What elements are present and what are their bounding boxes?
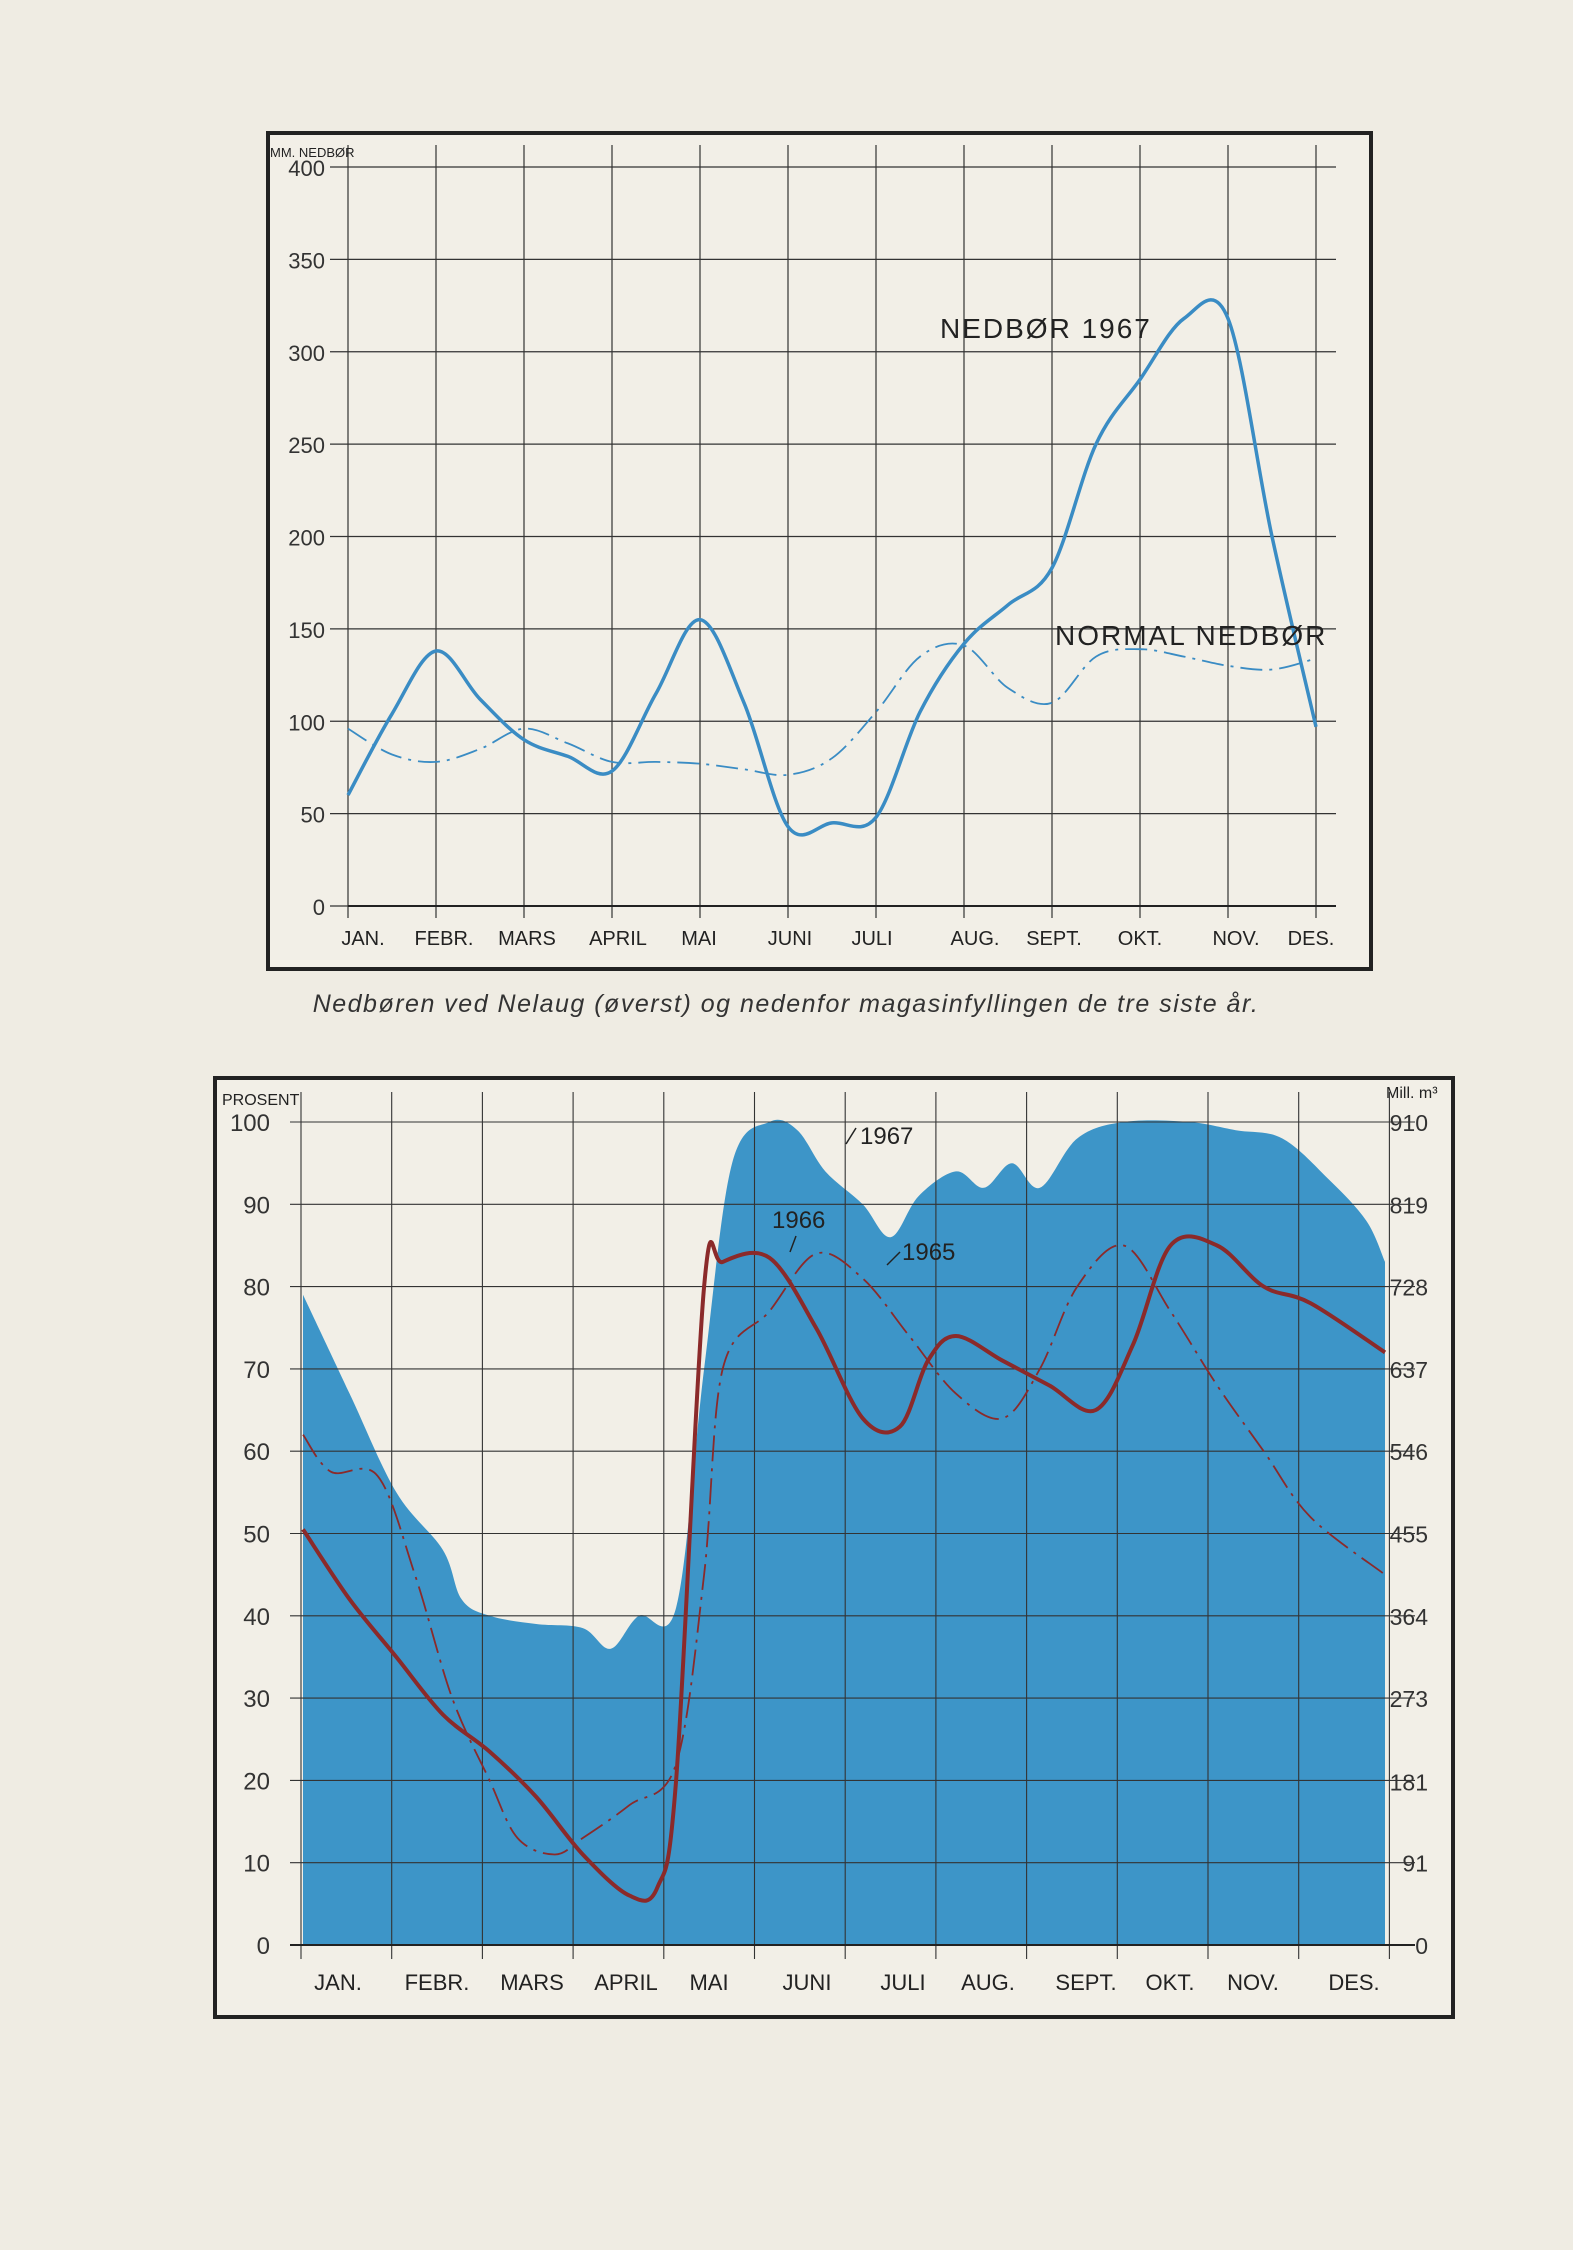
precipitation-y-tick-400: 400 <box>288 156 325 181</box>
precipitation-series-line-0 <box>346 298 1318 837</box>
precipitation-x-tick-8: SEPT. <box>1026 928 1082 950</box>
reservoir-series-line-1966 <box>301 1234 1387 1903</box>
precipitation-y-tick-150: 150 <box>288 618 325 643</box>
annotation-1966: 1966 <box>772 1207 825 1234</box>
annotation-nedbor-1967: NEDBØR 1967 <box>940 313 1152 344</box>
reservoir-y-tick-80: 80 <box>243 1275 270 1302</box>
reservoir-x-tick-11: DES. <box>1328 1970 1379 1995</box>
precipitation-x-tick-5: JUNI <box>768 928 812 950</box>
reservoir-y-tick-50: 50 <box>243 1522 270 1549</box>
reservoir-x-tick-0: JAN. <box>314 1970 362 1995</box>
reservoir-y-tick-60: 60 <box>243 1439 270 1466</box>
reservoir-series-line-1965 <box>302 1244 1386 1856</box>
precipitation-y-tick-50: 50 <box>301 803 325 828</box>
precipitation-y-tick-350: 350 <box>288 248 325 273</box>
precipitation-x-tick-11: DES. <box>1288 928 1335 950</box>
reservoir-y-axis-volume: 0 91 181 273 364 455 546 637 728 819 910 <box>1390 1110 1429 1959</box>
reservoir-y2-tick-455: 455 <box>1390 1522 1428 1548</box>
annotation-1967: 1967 <box>860 1123 913 1150</box>
reservoir-y2-tick-819: 819 <box>1390 1192 1428 1218</box>
precipitation-series <box>346 298 1318 837</box>
reservoir-x-tick-9: OKT. <box>1146 1970 1195 1995</box>
reservoir-y2-tick-91: 91 <box>1402 1851 1428 1877</box>
reservoir-series <box>301 1234 1387 1903</box>
reservoir-x-tick-7: AUG. <box>961 1970 1015 1995</box>
reservoir-y2-tick-364: 364 <box>1390 1604 1429 1630</box>
precipitation-y-axis-title: MM. NEDBØR <box>270 145 355 160</box>
precipitation-x-tick-0: JAN. <box>341 928 384 950</box>
reservoir-x-tick-1: FEBR. <box>405 1970 470 1995</box>
reservoir-y2-axis-title: Mill. m³ <box>1386 1085 1438 1102</box>
reservoir-y2-tick-910: 910 <box>1390 1110 1428 1136</box>
reservoir-y-tick-20: 20 <box>243 1768 270 1795</box>
reservoir-x-axis: JAN. FEBR. MARS APRIL MAI JUNI JULI AUG. SEPT. OK… <box>314 1970 1380 1995</box>
reservoir-y-tick-70: 70 <box>243 1357 270 1384</box>
annotation-1967-leader <box>845 1127 857 1145</box>
annotation-normal-nedbor: NORMAL NEDBØR <box>1055 620 1327 651</box>
reservoir-y2-tick-181: 181 <box>1390 1769 1428 1795</box>
precipitation-x-tick-2: MARS <box>498 928 556 950</box>
reservoir-y-axis-title: PROSENT <box>222 1092 300 1109</box>
reservoir-x-tick-6: JULI <box>880 1970 925 1995</box>
reservoir-y-tick-10: 10 <box>243 1851 270 1878</box>
reservoir-x-tick-3: APRIL <box>594 1970 658 1995</box>
annotation-1965: 1965 <box>902 1239 955 1266</box>
reservoir-chart-grid <box>290 1092 1415 1959</box>
reservoir-y-axis-percent: 0 10 20 30 40 50 60 70 80 90 100 <box>230 1110 270 1960</box>
reservoir-x-tick-10: NOV. <box>1227 1970 1279 1995</box>
reservoir-y2-tick-0: 0 <box>1415 1933 1428 1959</box>
reservoir-y-tick-90: 90 <box>243 1192 270 1219</box>
precipitation-y-tick-0: 0 <box>313 895 325 920</box>
precipitation-y-tick-300: 300 <box>288 341 325 366</box>
precipitation-chart: 0 50 100 150 200 250 300 350 400 JAN. FEBR. MARS AP… <box>266 131 1373 971</box>
precipitation-chart-frame <box>266 131 1373 971</box>
precipitation-x-axis: JAN. FEBR. MARS APRIL MAI JUNI JULI AUG. SEPT. OK… <box>341 928 1334 950</box>
reservoir-y2-tick-637: 637 <box>1390 1357 1428 1383</box>
precipitation-y-tick-200: 200 <box>288 526 325 551</box>
precipitation-x-tick-10: NOV. <box>1212 928 1259 950</box>
precipitation-x-tick-1: FEBR. <box>415 928 474 950</box>
precipitation-y-axis: 0 50 100 150 200 250 300 350 400 <box>288 156 348 920</box>
precipitation-y-tick-100: 100 <box>288 710 325 735</box>
reservoir-y-tick-30: 30 <box>243 1686 270 1713</box>
precipitation-x-tick-9: OKT. <box>1118 928 1162 950</box>
reservoir-y-tick-100: 100 <box>230 1110 270 1137</box>
reservoir-y-tick-0: 0 <box>257 1933 270 1960</box>
precipitation-x-tick-4: MAI <box>681 928 717 950</box>
precipitation-x-tick-6: JULI <box>851 928 892 950</box>
precipitation-x-tick-3: APRIL <box>589 928 647 950</box>
annotation-1966-leader <box>789 1235 797 1253</box>
annotation-1965-leader <box>886 1251 901 1266</box>
precipitation-y-tick-250: 250 <box>288 433 325 458</box>
reservoir-x-tick-5: JUNI <box>783 1970 832 1995</box>
figure-caption: Nedbøren ved Nelaug (øverst) og nedenfor… <box>313 990 1260 1018</box>
reservoir-y2-tick-273: 273 <box>1390 1686 1428 1712</box>
precipitation-x-tick-7: AUG. <box>951 928 1000 950</box>
reservoir-x-tick-8: SEPT. <box>1055 1970 1116 1995</box>
reservoir-y2-tick-546: 546 <box>1390 1439 1428 1465</box>
reservoir-y-tick-40: 40 <box>243 1604 270 1631</box>
reservoir-x-tick-2: MARS <box>500 1970 564 1995</box>
precipitation-chart-grid <box>347 145 1336 918</box>
reservoir-chart: 0 10 20 30 40 50 60 70 80 90 100 0 91 181 273 364 455 54… <box>213 1076 1455 2019</box>
precipitation-series-line-1 <box>347 642 1317 777</box>
reservoir-y2-tick-728: 728 <box>1390 1275 1428 1301</box>
reservoir-x-tick-4: MAI <box>689 1970 728 1995</box>
